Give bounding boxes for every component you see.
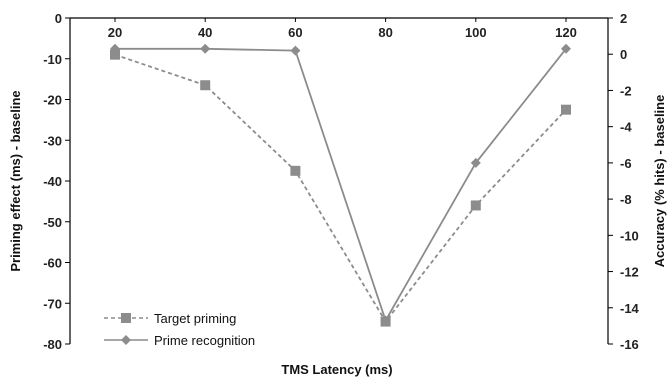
data-point-prime-recognition <box>200 43 211 54</box>
left-axis-ticks: 0 -10 -20 -30 -40 -50 -60 -70 -80 <box>43 11 70 352</box>
data-point-target-priming <box>200 80 211 91</box>
right-tick-label: -8 <box>620 192 632 207</box>
x-tick-label: 120 <box>555 25 577 40</box>
right-axis-ticks: 2 0 -2 -4 -6 -8 -10 -12 -14 -16 <box>608 11 640 352</box>
legend: Target priming Prime recognition <box>104 311 255 348</box>
x-axis-title: TMS Latency (ms) <box>281 362 392 377</box>
right-tick-label: -4 <box>620 120 632 135</box>
right-tick-label: -14 <box>620 301 640 316</box>
data-point-prime-recognition <box>110 43 120 54</box>
x-tick-label: 80 <box>378 25 392 40</box>
left-tick-label: -10 <box>43 52 62 67</box>
legend-marker-prime-recognition <box>121 335 131 345</box>
data-point-prime-recognition <box>470 157 481 168</box>
x-tick-label: 60 <box>288 25 302 40</box>
series-prime-recognition <box>110 43 571 326</box>
data-point-target-priming <box>561 104 571 115</box>
right-tick-label: -6 <box>620 156 632 171</box>
left-tick-label: -30 <box>43 133 62 148</box>
right-tick-label: 0 <box>620 47 627 62</box>
legend-marker-target-priming <box>121 313 131 323</box>
left-tick-label: -20 <box>43 93 62 108</box>
series-line-target-priming <box>114 53 567 324</box>
data-point-target-priming <box>290 165 301 176</box>
x-axis-ticks: 20 40 60 80 100 120 <box>108 18 577 40</box>
data-point-prime-recognition <box>290 45 301 56</box>
data-point-target-priming <box>470 200 481 211</box>
left-tick-label: -40 <box>43 174 62 189</box>
legend-label-target-priming: Target priming <box>154 311 236 326</box>
x-tick-label: 20 <box>108 25 122 40</box>
right-tick-label: 2 <box>620 11 627 26</box>
series-layer <box>110 43 571 327</box>
legend-label-prime-recognition: Prime recognition <box>154 333 255 348</box>
left-tick-label: -60 <box>43 256 62 271</box>
right-tick-label: -12 <box>620 265 639 280</box>
left-tick-label: -80 <box>43 337 62 352</box>
left-tick-label: 0 <box>55 11 62 26</box>
left-tick-label: -70 <box>43 296 62 311</box>
right-tick-label: -16 <box>620 337 639 352</box>
data-point-prime-recognition <box>561 43 571 54</box>
x-tick-label: 100 <box>465 25 487 40</box>
data-point-prime-recognition <box>380 315 391 326</box>
right-axis-title: Accuracy (% hits) - baseline <box>652 95 667 268</box>
left-tick-label: -50 <box>43 215 62 230</box>
right-tick-label: -10 <box>620 228 639 243</box>
left-axis-title: Priming effect (ms) - baseline <box>8 90 23 271</box>
series-line-prime-recognition <box>115 47 567 323</box>
right-tick-label: -2 <box>620 83 632 98</box>
x-tick-label: 40 <box>198 25 212 40</box>
data-point-target-priming <box>110 49 120 60</box>
